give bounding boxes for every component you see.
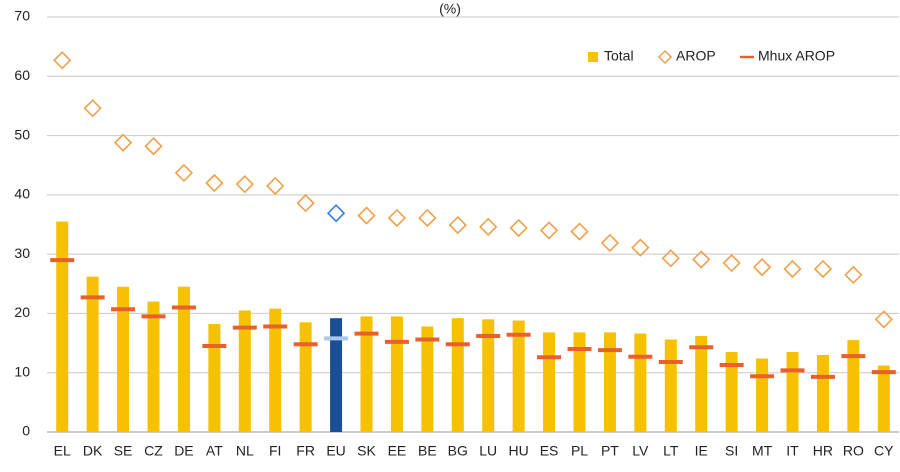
bar (634, 333, 647, 432)
bar (847, 340, 860, 432)
marker (205, 173, 224, 193)
marker (326, 204, 346, 223)
y-tick-label: 50 (14, 126, 30, 142)
bar (269, 308, 282, 432)
bar (299, 322, 312, 432)
bar (512, 320, 525, 432)
x-tick-label: DK (83, 443, 103, 459)
marker (874, 310, 893, 329)
x-tick-label: MT (752, 443, 773, 459)
x-tick-label: LV (632, 443, 649, 459)
bar (543, 332, 556, 432)
bar (330, 318, 343, 432)
marker (692, 250, 711, 269)
y-tick-label: 10 (14, 363, 30, 379)
marker (174, 163, 194, 183)
marker (539, 221, 559, 240)
bar (390, 316, 403, 432)
bar (664, 339, 677, 432)
x-tick-label: RO (843, 443, 864, 459)
x-tick-label: HR (813, 443, 833, 459)
bar (421, 326, 434, 432)
marker (752, 258, 772, 277)
marker (83, 99, 102, 118)
bar (786, 351, 799, 432)
marker (53, 51, 72, 70)
marker (448, 215, 467, 235)
x-tick-label: EU (326, 443, 345, 459)
marker (296, 194, 315, 213)
bar (86, 276, 99, 432)
y-tick-label: 40 (14, 186, 30, 202)
x-tick-label: PL (571, 443, 588, 459)
x-tick-label: FR (296, 443, 315, 459)
marker (235, 175, 254, 194)
bar (56, 221, 69, 432)
bar (816, 354, 829, 432)
x-tick-label: LU (479, 443, 497, 459)
y-tick-label: 60 (14, 67, 30, 83)
legend-label: Mhux AROP (758, 48, 835, 64)
x-tick-label: ES (540, 443, 559, 459)
marker (357, 206, 376, 225)
marker (722, 253, 741, 273)
marker (600, 233, 620, 253)
bar (360, 316, 373, 432)
x-tick-label: CY (874, 443, 894, 459)
x-tick-label: EE (388, 443, 407, 459)
bar (603, 332, 616, 432)
marker (144, 137, 163, 156)
chart-title: (%) (439, 1, 461, 17)
bar (208, 324, 221, 432)
bar (695, 335, 708, 432)
bar (756, 358, 769, 432)
y-tick-label: 70 (14, 8, 30, 24)
marker (570, 222, 589, 241)
marker (387, 208, 407, 228)
marker (844, 265, 863, 285)
y-tick-label: 0 (22, 423, 30, 439)
x-tick-label: DE (174, 443, 193, 459)
x-tick-label: HU (509, 443, 529, 459)
marker (418, 208, 437, 228)
marker (509, 218, 528, 238)
x-tick-label: AT (206, 443, 223, 459)
x-tick-label: IT (786, 443, 799, 459)
bar (147, 301, 160, 432)
x-tick-label: BG (448, 443, 468, 459)
marker (661, 249, 680, 268)
legend-swatch (657, 49, 673, 65)
bar (117, 286, 130, 432)
x-tick-label: BE (418, 443, 437, 459)
bar (451, 318, 464, 432)
x-tick-label: SI (725, 443, 738, 459)
bar (877, 365, 890, 432)
marker (113, 133, 133, 152)
marker (631, 238, 650, 257)
marker (783, 259, 802, 279)
bar (177, 286, 190, 432)
x-tick-label: EL (54, 443, 71, 459)
x-tick-label: IE (695, 443, 708, 459)
x-tick-label: LT (663, 443, 679, 459)
legend-swatch (588, 52, 598, 62)
marker (813, 259, 833, 279)
x-tick-label: FI (269, 443, 281, 459)
bar (725, 351, 738, 432)
marker (266, 176, 285, 196)
x-tick-label: SE (114, 443, 133, 459)
marker (479, 217, 498, 237)
bar (482, 319, 495, 432)
x-tick-label: NL (236, 443, 254, 459)
y-tick-label: 20 (14, 304, 30, 320)
y-tick-label: 30 (14, 245, 30, 261)
legend-label: Total (604, 48, 634, 64)
x-tick-label: PT (601, 443, 619, 459)
legend-label: AROP (676, 48, 716, 64)
x-tick-label: SK (357, 443, 376, 459)
bar (238, 310, 251, 432)
x-tick-label: CZ (144, 443, 163, 459)
bar (573, 332, 586, 432)
